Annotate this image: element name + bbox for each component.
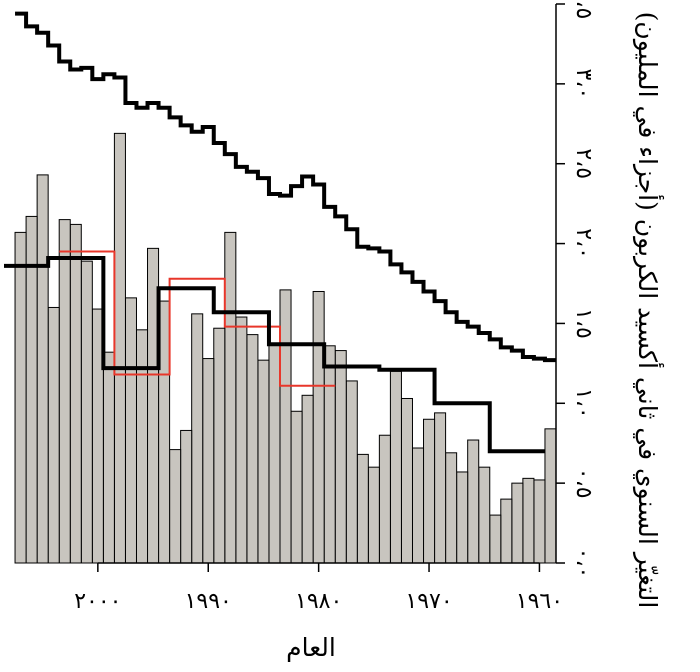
x-tick-label: ٢٠٠٠ [74,589,121,614]
bar-1990 [202,358,215,564]
x-tick-label: ١٩٩٠ [185,589,232,614]
bar-1979 [323,345,336,564]
bar-1962 [511,482,524,564]
bar-2007 [14,231,27,564]
y-tick-label: ٣،٠ [571,68,596,99]
bar-1965 [478,466,491,564]
bar-1997 [124,297,137,564]
bar-1987 [235,316,248,564]
y-tick-label: ٣،٥ [571,0,596,19]
y-axis-title: التغيّر السنوي في ثاني أكسيد الكربون (أج… [632,12,665,609]
bar-1974 [378,434,391,564]
lines-layer [4,11,556,454]
bar-1976 [356,453,369,564]
bar-1975 [367,466,380,564]
bar-1977 [345,380,358,564]
bar-1973 [389,370,402,564]
bar-1980 [312,290,325,564]
y-tick-label: ١،٠ [571,388,596,419]
bar-1964 [489,514,502,564]
bar-1969 [434,412,447,564]
bar-2006 [25,215,38,564]
bar-1991 [191,313,204,564]
bar-1970 [423,418,436,564]
bar-1959 [544,428,557,564]
y-tick-label: ٢،٠ [571,228,596,259]
y-tick-label: ٢،٥ [571,148,596,179]
axes-layer: ٠،٠ ٠،٥ ١،٠ ١،٥ ٢،٠ ٢،٥ ٣،٠ ٣،٥ ١٩٦٠ ١٩٧٠ ١٩٨٠ ١٩٩٠… [74,0,596,614]
bar-1972 [400,397,413,564]
bar-1998 [113,132,126,564]
bar-1985 [257,359,270,564]
bar-1968 [445,452,458,564]
x-tick-label: ١٩٧٠ [405,589,452,614]
y-tick-label: ٠،٠ [571,548,596,579]
bar-1963 [500,498,513,564]
bar-1986 [246,334,259,564]
y-tick-label: ٠،٥ [571,468,596,499]
running-average-line [15,11,556,363]
bar-1983 [279,289,292,564]
bar-1999 [102,351,115,564]
bar-1989 [213,327,226,564]
bar-1996 [135,329,149,564]
red-period-line [59,250,336,387]
bar-2002 [69,223,82,564]
bar-1966 [467,439,480,564]
bar-2004 [47,306,60,564]
bar-1960 [533,479,546,564]
bar-1961 [522,477,535,564]
bar-1981 [301,394,314,564]
y-tick-label: ١،٥ [571,308,596,339]
decade-mean-line [4,255,545,454]
x-tick-label: ١٩٦٠ [516,589,563,614]
x-tick-label: ١٩٨٠ [295,589,342,614]
bar-1978 [334,350,347,564]
bar-2003 [58,219,71,564]
bar-1971 [411,447,425,564]
bars-layer [14,132,557,564]
bar-2005 [36,174,49,564]
x-axis-title: العام [286,633,336,662]
bar-1982 [290,410,303,564]
bar-1993 [169,449,182,564]
bar-1992 [180,429,193,564]
bar-1988 [224,231,237,564]
bar-1967 [456,471,469,564]
bar-1984 [268,343,281,564]
bar-2001 [80,260,93,564]
